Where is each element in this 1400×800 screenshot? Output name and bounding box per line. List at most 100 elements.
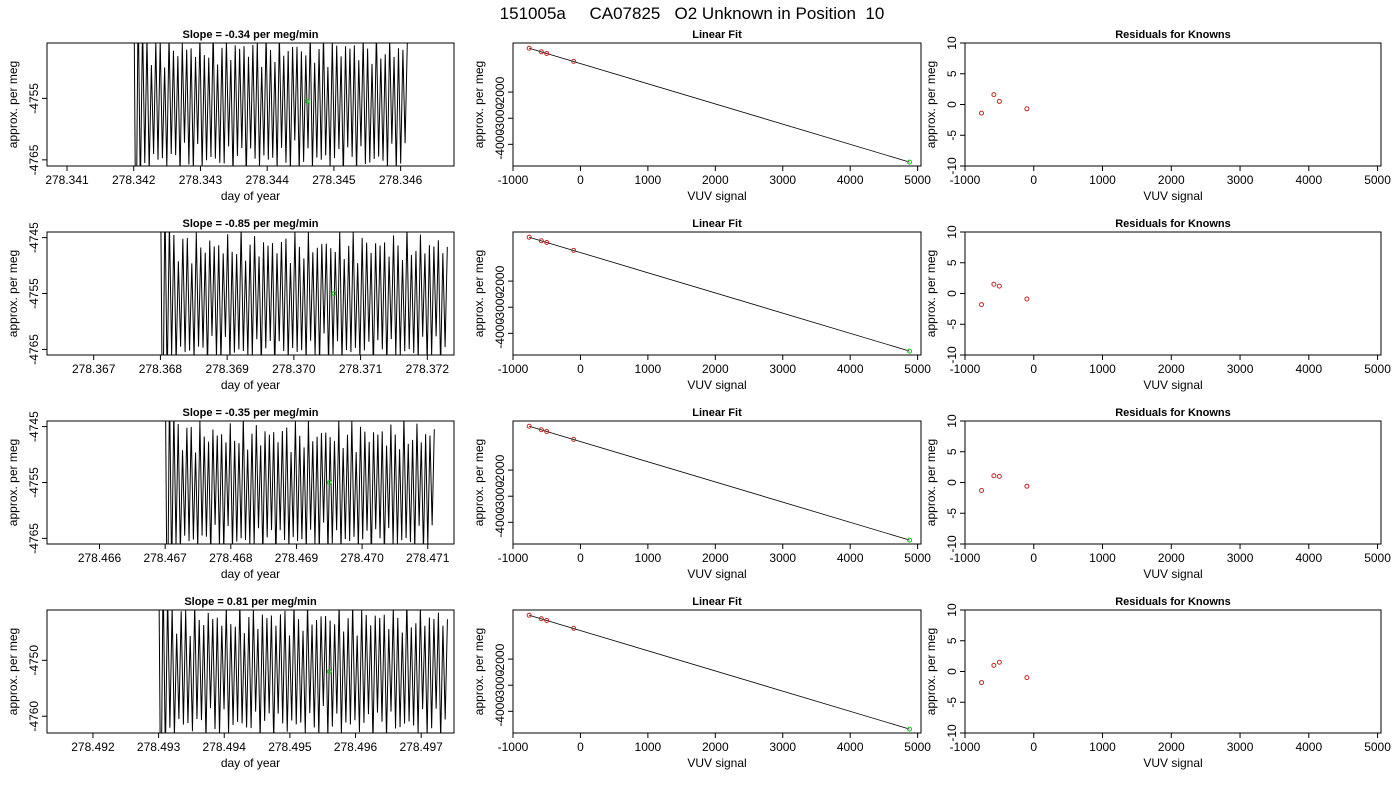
x-tick-label: 278.371	[339, 362, 383, 376]
x-tick-label: 2000	[1158, 551, 1185, 565]
plot-content	[979, 281, 1030, 308]
x-tick-label: -1000	[950, 173, 981, 187]
residual-point-3	[996, 283, 1002, 289]
x-tick-label: 278.467	[143, 551, 187, 565]
plot-content	[979, 92, 1030, 116]
x-tick-label: 278.370	[272, 362, 316, 376]
x-tick-label: 278.469	[275, 551, 319, 565]
panel-1-3: Residuals for Knowns -1000 0 1000 2000 3000 40…	[924, 29, 1391, 203]
plot-frame	[512, 420, 922, 545]
y-tick-label: -3000	[493, 481, 507, 512]
plot-frame	[512, 42, 922, 167]
x-tick-label: 5000	[1364, 362, 1391, 376]
panel-title: Residuals for Knowns	[1115, 218, 1231, 230]
panel-2-2: Linear Fit -1000 0 1000 2000 3000 4000 5000 -200…	[472, 218, 931, 392]
residual-point-2	[991, 92, 997, 98]
y-tick-label: -2000	[493, 76, 507, 107]
residual-point-3	[996, 98, 1002, 104]
residual-point-4	[1024, 675, 1030, 681]
plot-content	[158, 610, 448, 733]
x-tick-label: 5000	[904, 362, 931, 376]
x-tick-label: 4000	[837, 173, 864, 187]
x-tick-label: 5000	[904, 173, 931, 187]
known-point-1	[526, 423, 532, 429]
x-tick-label: 278.466	[78, 551, 122, 565]
y-tick-label: -3000	[493, 103, 507, 134]
x-axis-label: VUV signal	[687, 567, 746, 581]
x-tick-label: 2000	[1158, 740, 1185, 754]
panel-title: Linear Fit	[692, 407, 742, 419]
y-tick-label: -10	[945, 346, 959, 364]
y-axis-label: approx. per meg	[924, 439, 938, 526]
residual-point-4	[1024, 106, 1030, 112]
x-tick-label: 1000	[1089, 173, 1116, 187]
residual-point-1	[979, 110, 985, 116]
plot-frame	[964, 609, 1382, 734]
y-tick-label: -4000	[493, 318, 507, 349]
x-tick-label: -1000	[498, 740, 529, 754]
x-tick-label: 278.343	[179, 173, 223, 187]
plot-content	[160, 232, 448, 355]
plot-frame	[512, 231, 922, 356]
y-tick-label: 0	[945, 479, 959, 486]
panel-title: Residuals for Knowns	[1115, 29, 1231, 41]
known-point-4	[571, 247, 577, 253]
known-point-3	[544, 428, 550, 434]
known-point-2	[538, 616, 544, 622]
x-tick-label: 278.468	[209, 551, 253, 565]
x-axis-label: VUV signal	[687, 189, 746, 203]
x-tick-label: 2000	[702, 740, 729, 754]
x-tick-label: 5000	[1364, 173, 1391, 187]
known-point-1	[526, 234, 532, 240]
x-axis-label: VUV signal	[687, 756, 746, 770]
plot-content	[165, 421, 435, 544]
panel-title: Linear Fit	[692, 218, 742, 230]
x-tick-label: 3000	[1227, 740, 1254, 754]
y-axis-label: approx. per meg	[924, 628, 938, 715]
y-tick-label: -2000	[493, 265, 507, 296]
x-tick-label: 3000	[769, 740, 796, 754]
y-axis-label: approx. per meg	[472, 61, 486, 148]
panel-title: Slope = -0.85 per meg/min	[182, 218, 318, 230]
known-point-2	[538, 427, 544, 433]
known-point-3	[544, 50, 550, 56]
known-point-4	[571, 58, 577, 64]
y-tick-label: -4765	[27, 334, 41, 365]
x-tick-label: -1000	[950, 740, 981, 754]
x-tick-label: 4000	[1295, 362, 1322, 376]
y-tick-label: -4000	[493, 507, 507, 538]
x-tick-label: 278.346	[379, 173, 423, 187]
y-tick-label: -4755	[27, 83, 41, 114]
x-tick-label: 278.492	[71, 740, 115, 754]
y-tick-label: 5	[945, 259, 959, 266]
plot-content	[526, 234, 913, 354]
y-tick-label: -2000	[493, 454, 507, 485]
known-point-3	[544, 239, 550, 245]
residual-point-4	[1024, 483, 1030, 489]
x-axis-label: VUV signal	[687, 378, 746, 392]
x-tick-label: 2000	[702, 551, 729, 565]
y-tick-label: 0	[945, 101, 959, 108]
x-tick-label: 3000	[1227, 362, 1254, 376]
known-point-2	[538, 238, 544, 244]
y-tick-label: -4750	[27, 645, 41, 676]
y-axis-label: approx. per meg	[924, 61, 938, 148]
y-tick-label: -4760	[27, 701, 41, 732]
x-tick-label: 5000	[1364, 740, 1391, 754]
unknown-point-1	[907, 159, 913, 165]
x-axis-label: VUV signal	[1143, 378, 1202, 392]
x-tick-label: 0	[1030, 740, 1037, 754]
known-point-1	[526, 612, 532, 618]
x-axis-label: day of year	[221, 756, 280, 770]
panel-2-3: Residuals for Knowns -1000 0 1000 2000 3000 40…	[924, 218, 1391, 392]
x-tick-label: -1000	[950, 551, 981, 565]
x-tick-label: 278.372	[406, 362, 450, 376]
y-tick-label: 5	[945, 637, 959, 644]
x-tick-label: 4000	[837, 551, 864, 565]
x-tick-label: 1000	[1089, 740, 1116, 754]
figure-title: 151005a CA07825 O2 Unknown in Position 1…	[500, 4, 885, 23]
y-tick-label: -4000	[493, 696, 507, 727]
x-tick-label: 1000	[1089, 362, 1116, 376]
unknown-marker	[304, 99, 310, 104]
